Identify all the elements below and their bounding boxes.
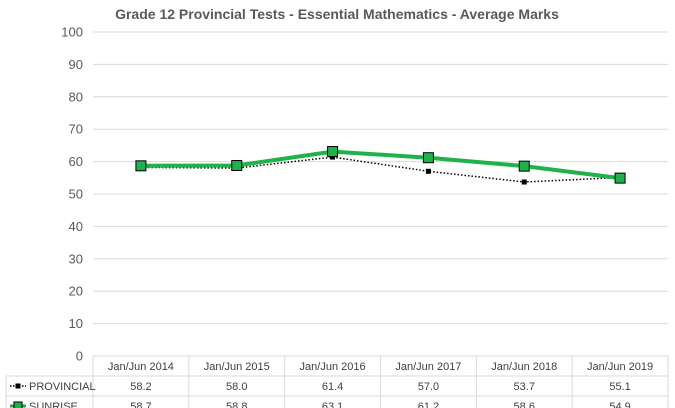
table-value-provincial: 57.0 <box>418 381 439 393</box>
point-provincial <box>521 179 527 185</box>
table-value-sunrise: 54.9 <box>609 401 630 408</box>
y-tick-label: 90 <box>69 57 83 72</box>
point-provincial <box>425 168 431 174</box>
y-tick-label: 0 <box>76 349 83 364</box>
y-tick-label: 100 <box>61 25 83 40</box>
table-value-provincial: 55.1 <box>609 381 630 393</box>
table-value-sunrise: 58.7 <box>130 401 151 408</box>
legend-marker-sunrise <box>13 401 23 408</box>
y-tick-label: 70 <box>69 122 83 137</box>
y-axis-tick-labels: 0 10 20 30 40 50 60 70 80 90 100 <box>61 25 83 364</box>
chart-title: Grade 12 Provincial Tests - Essential Ma… <box>115 6 559 22</box>
x-tick-label: Jan/Jun 2015 <box>204 361 270 373</box>
x-tick-label: Jan/Jun 2016 <box>300 361 366 373</box>
point-sunrise <box>135 160 147 172</box>
x-tick-label: Jan/Jun 2014 <box>108 361 174 373</box>
table-value-sunrise: 58.6 <box>514 401 535 408</box>
x-tick-label: Jan/Jun 2019 <box>587 361 653 373</box>
point-sunrise <box>422 152 434 164</box>
y-tick-label: 30 <box>69 251 83 266</box>
point-sunrise <box>231 159 243 171</box>
table-value-provincial: 58.0 <box>226 381 247 393</box>
y-tick-label: 60 <box>69 154 83 169</box>
y-tick-label: 20 <box>69 284 83 299</box>
point-sunrise <box>327 146 339 158</box>
table-value-sunrise: 58.8 <box>226 401 247 408</box>
table-value-sunrise: 63.1 <box>322 401 343 408</box>
y-tick-label: 10 <box>69 316 83 331</box>
y-tick-label: 50 <box>69 187 83 202</box>
series-layer <box>135 146 626 185</box>
y-tick-label: 40 <box>69 219 83 234</box>
point-sunrise <box>518 160 530 172</box>
series-line-sunrise <box>140 149 621 181</box>
table-value-sunrise: 61.2 <box>418 401 439 408</box>
x-tick-label: Jan/Jun 2017 <box>395 361 461 373</box>
legend-label-sunrise: SUNRISE <box>29 401 78 408</box>
table-value-provincial: 53.7 <box>514 381 535 393</box>
legend-marker-provincial <box>15 383 21 389</box>
grid-lines <box>93 31 668 357</box>
table-value-provincial: 61.4 <box>322 381 343 393</box>
point-provincial <box>330 154 336 160</box>
point-sunrise <box>614 172 626 184</box>
x-tick-label: Jan/Jun 2018 <box>491 361 557 373</box>
y-tick-label: 80 <box>69 89 83 104</box>
data-table: Jan/Jun 2014 Jan/Jun 2015 Jan/Jun 2016 Jan/… <box>5 355 669 408</box>
table-value-provincial: 58.2 <box>130 381 151 393</box>
legend-label-provincial: PROVINCIAL <box>29 381 96 393</box>
